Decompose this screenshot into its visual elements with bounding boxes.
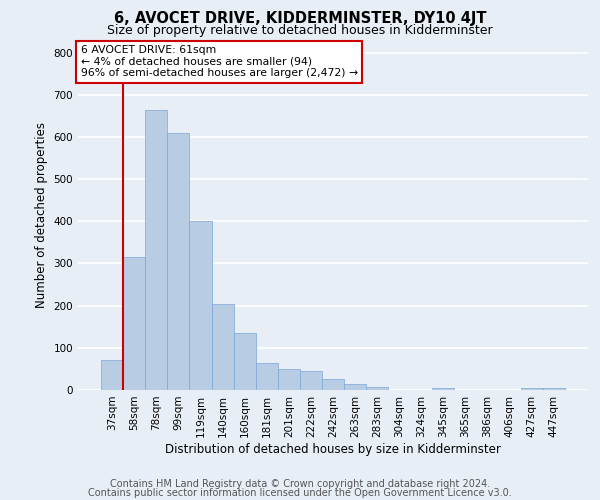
Bar xyxy=(322,380,344,390)
Bar xyxy=(233,333,256,390)
Bar xyxy=(212,304,233,390)
Text: Contains public sector information licensed under the Open Government Licence v3: Contains public sector information licen… xyxy=(88,488,512,498)
Bar xyxy=(300,371,322,390)
Bar xyxy=(190,222,212,390)
Bar xyxy=(278,369,300,390)
Bar xyxy=(366,386,388,390)
Bar xyxy=(521,388,543,390)
Bar xyxy=(344,384,366,390)
Bar xyxy=(123,257,145,390)
Bar xyxy=(433,388,454,390)
Bar xyxy=(101,360,123,390)
X-axis label: Distribution of detached houses by size in Kidderminster: Distribution of detached houses by size … xyxy=(165,442,501,456)
Bar xyxy=(145,110,167,390)
Text: 6 AVOCET DRIVE: 61sqm
← 4% of detached houses are smaller (94)
96% of semi-detac: 6 AVOCET DRIVE: 61sqm ← 4% of detached h… xyxy=(80,46,358,78)
Text: 6, AVOCET DRIVE, KIDDERMINSTER, DY10 4JT: 6, AVOCET DRIVE, KIDDERMINSTER, DY10 4JT xyxy=(114,11,486,26)
Y-axis label: Number of detached properties: Number of detached properties xyxy=(35,122,48,308)
Bar xyxy=(256,362,278,390)
Bar xyxy=(543,388,565,390)
Bar xyxy=(167,133,190,390)
Text: Contains HM Land Registry data © Crown copyright and database right 2024.: Contains HM Land Registry data © Crown c… xyxy=(110,479,490,489)
Text: Size of property relative to detached houses in Kidderminster: Size of property relative to detached ho… xyxy=(107,24,493,37)
